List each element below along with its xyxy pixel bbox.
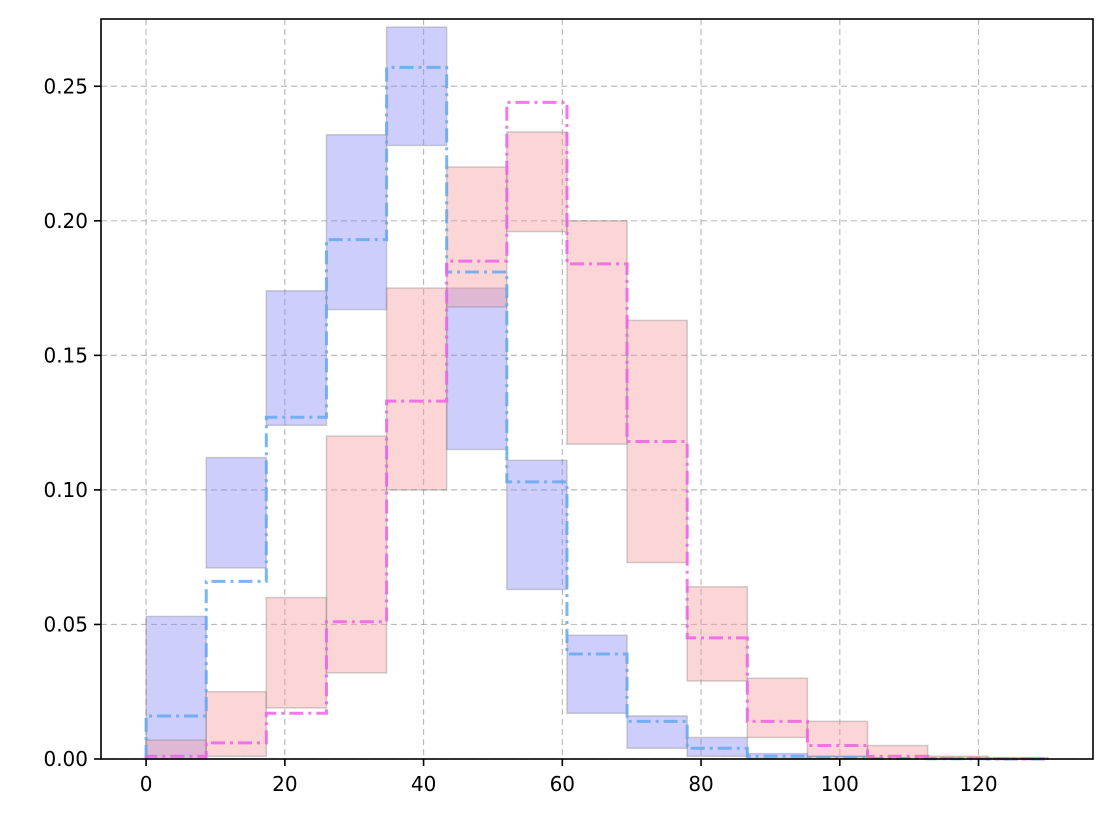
band-bin-series-1	[205, 690, 268, 758]
y-tick-label: 0.00	[43, 747, 88, 771]
band-bin-series-0	[205, 456, 268, 569]
band-bin-series-1	[746, 677, 809, 739]
y-tick-label: 0.20	[43, 209, 88, 233]
plot-frame	[100, 18, 1094, 760]
band-bin-series-1	[385, 287, 448, 491]
step-line-series-1	[144, 100, 1048, 761]
band-bin-series-0	[145, 615, 207, 760]
y-tick-label: 0.10	[43, 478, 88, 502]
band-bin-series-0	[566, 634, 628, 715]
y-tick-label: 0.15	[43, 343, 88, 367]
band-bin-series-0	[325, 133, 388, 311]
x-tick-label: 20	[272, 772, 297, 796]
band-bin-series-1	[506, 131, 568, 233]
y-tick-label: 0.05	[43, 612, 88, 636]
band-bin-series-1	[265, 596, 328, 709]
axis-layer: 0 20 40 60 80 100 120 0.00 0.05 0.10 0.15 0.20 0.25	[43, 18, 1094, 796]
band-bin-series-1	[325, 435, 388, 674]
band-bin-series-0	[265, 290, 328, 427]
band-bin-series-0	[385, 26, 448, 147]
x-tick-label: 0	[140, 772, 153, 796]
band-bin-series-1	[686, 586, 749, 682]
band-bin-series-1	[566, 220, 628, 445]
x-tick-label: 100	[821, 772, 859, 796]
y-tick-label: 0.25	[43, 74, 88, 98]
grid-layer	[101, 19, 1093, 760]
x-tick-label: 120	[959, 772, 997, 796]
x-tick-label: 80	[688, 772, 713, 796]
x-tick-label: 40	[411, 772, 436, 796]
x-tick-label: 60	[550, 772, 575, 796]
band-bin-series-0	[445, 287, 508, 451]
band-bin-series-1	[806, 720, 869, 758]
band-bin-series-1	[445, 166, 508, 308]
band-bin-series-0	[506, 459, 568, 591]
line-layer	[144, 65, 1048, 761]
step-line-series-0	[144, 65, 1048, 761]
